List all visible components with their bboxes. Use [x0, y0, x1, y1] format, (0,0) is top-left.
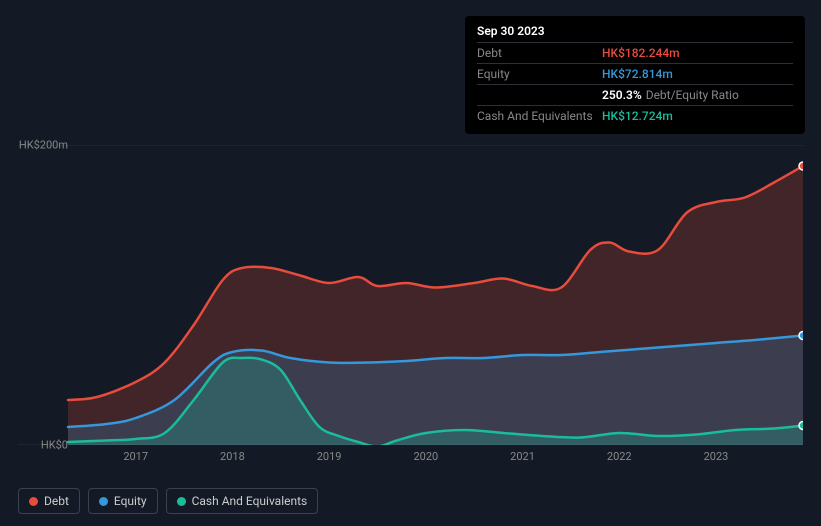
legend-dot-icon	[177, 497, 186, 506]
tooltip-row: 250.3% Debt/Equity Ratio	[477, 84, 793, 105]
tooltip-label: Cash And Equivalents	[477, 109, 602, 123]
tooltip-date: Sep 30 2023	[477, 24, 793, 42]
chart-area[interactable]: 2017 2018 2019 2020 2021 2022 2023 HK$0 HK$200m	[18, 125, 803, 465]
legend-dot-icon	[99, 497, 108, 506]
x-axis-label: 2019	[317, 450, 342, 463]
ratio-value: 250.3%	[602, 88, 642, 102]
y-axis-label: HK$0	[41, 439, 68, 452]
legend-label: Equity	[114, 494, 147, 508]
tooltip-row: Equity HK$72.814m	[477, 63, 793, 84]
y-axis-label: HK$200m	[19, 139, 68, 152]
x-axis-label: 2021	[510, 450, 535, 463]
legend-item-debt[interactable]: Debt	[18, 488, 80, 514]
chart-svg	[18, 145, 803, 445]
legend-item-equity[interactable]: Equity	[88, 488, 158, 514]
chart-tooltip: Sep 30 2023 Debt HK$182.244m Equity HK$7…	[465, 16, 805, 134]
legend-dot-icon	[29, 497, 38, 506]
tooltip-label	[477, 88, 602, 102]
tooltip-ratio: 250.3% Debt/Equity Ratio	[602, 88, 739, 102]
legend-item-cash[interactable]: Cash And Equivalents	[166, 488, 319, 514]
tooltip-value: HK$72.814m	[602, 67, 673, 81]
x-axis-label: 2022	[607, 450, 632, 463]
x-axis-label: 2017	[123, 450, 148, 463]
tooltip-value: HK$12.724m	[602, 109, 673, 123]
tooltip-label: Debt	[477, 46, 602, 60]
x-axis-label: 2020	[413, 450, 438, 463]
tooltip-value: HK$182.244m	[602, 46, 680, 60]
tooltip-row: Cash And Equivalents HK$12.724m	[477, 105, 793, 126]
tooltip-label: Equity	[477, 67, 602, 81]
legend-label: Cash And Equivalents	[192, 494, 308, 508]
x-axis-label: 2023	[704, 450, 729, 463]
x-axis-labels: 2017 2018 2019 2020 2021 2022 2023	[18, 450, 803, 470]
ratio-label: Debt/Equity Ratio	[646, 88, 739, 102]
legend-label: Debt	[44, 494, 69, 508]
legend: Debt Equity Cash And Equivalents	[18, 488, 318, 514]
tooltip-row: Debt HK$182.244m	[477, 42, 793, 63]
x-axis-label: 2018	[220, 450, 245, 463]
